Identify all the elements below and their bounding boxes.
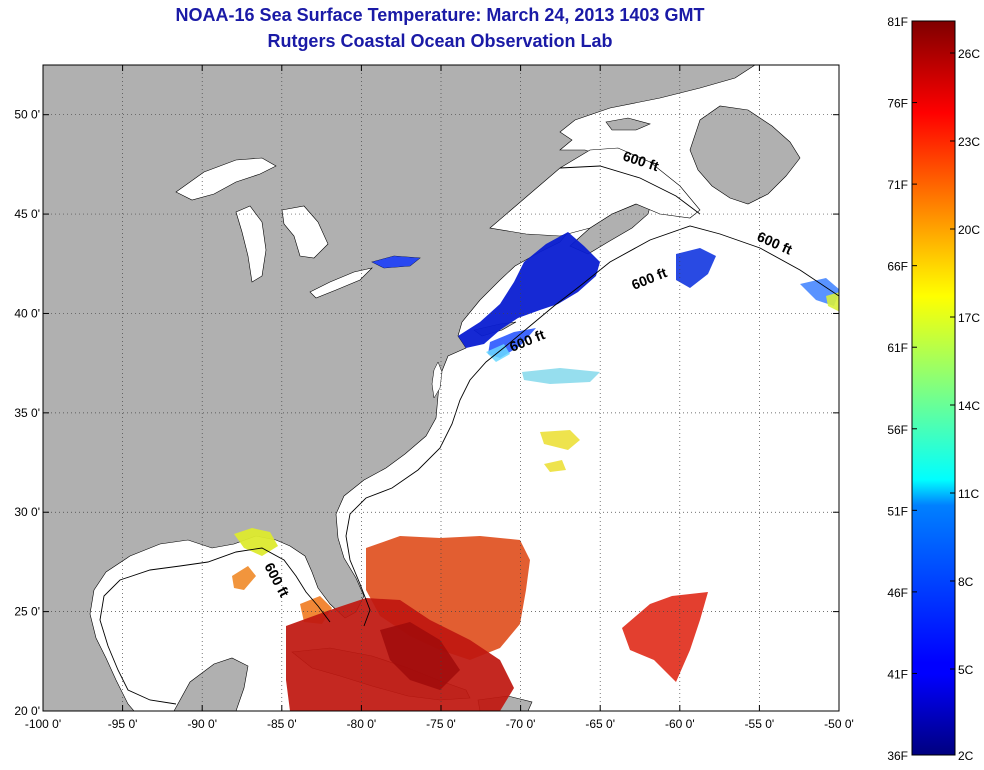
colorbar-c-label: 2C <box>958 749 974 763</box>
colorbar-c-label: 20C <box>958 223 980 237</box>
y-tick-label: 50 0' <box>14 108 40 122</box>
colorbar-gradient <box>911 20 956 756</box>
isobath-atlantic-line <box>345 225 839 627</box>
isobath-600ft <box>99 165 839 705</box>
colorbar-c-label: 8C <box>958 575 974 589</box>
colorbar-f-label: 71F <box>887 178 908 192</box>
y-tick-label: 35 0' <box>14 406 40 420</box>
newfoundland-land <box>689 105 801 205</box>
colorbar-c-label: 17C <box>958 311 980 325</box>
colorbar-c-label: 11C <box>958 487 979 501</box>
sst-gulf-of-maine-cold <box>458 232 600 348</box>
x-tick-label: -60 0' <box>665 717 695 731</box>
chart-title: NOAA-16 Sea Surface Temperature: March 2… <box>175 5 705 25</box>
sst-grand-banks-warm <box>826 292 839 312</box>
sst-offshore-cyan <box>522 368 600 384</box>
inland-water <box>175 147 701 399</box>
colorbar-c-label: 5C <box>958 663 974 677</box>
sst-gulf-loop-yellow <box>234 528 278 556</box>
colorbar-f-label: 66F <box>887 260 908 274</box>
colorbar-f-label: 61F <box>887 341 908 355</box>
x-tick-label: -75 0' <box>426 717 456 731</box>
colorbar-celsius-labels: 26C 23C 20C 17C 14C 11C 8C 5C 2C <box>958 47 980 763</box>
yucatan-land <box>173 657 249 711</box>
sst-east-atlantic-red <box>622 592 708 682</box>
y-tick-label: 45 0' <box>14 207 40 221</box>
colorbar-f-label: 36F <box>887 749 908 763</box>
colorbar-fahrenheit-labels: 81F 76F 71F 66F 61F 56F 51F 46F 41F 36F <box>887 15 908 763</box>
y-tick-label: 20 0' <box>14 704 40 718</box>
colorbar-f-label: 51F <box>887 504 908 518</box>
longitude-axis: -100 0' -95 0' -90 0' -85 0' -80 0' -75 0' -70… <box>25 717 854 731</box>
x-tick-label: -80 0' <box>347 717 377 731</box>
x-tick-label: -70 0' <box>506 717 536 731</box>
x-tick-label: -100 0' <box>25 717 61 731</box>
colorbar-c-label: 14C <box>958 399 980 413</box>
isobath-gulf-st-lawrence <box>559 165 701 215</box>
anticosti-island <box>605 117 651 131</box>
lake-erie <box>309 267 373 299</box>
chesapeake-bay <box>431 361 443 399</box>
isobath-gulf-line <box>99 547 331 705</box>
colorbar-f-label: 56F <box>887 423 908 437</box>
chart-subtitle: Rutgers Coastal Ocean Observation Lab <box>267 31 613 51</box>
lake-huron <box>281 205 329 259</box>
sst-offshore-yellow-1 <box>540 430 580 450</box>
gulf-of-st-lawrence <box>489 147 701 237</box>
sst-bahamas-deep-red <box>380 622 460 690</box>
colorbar-f-label: 46F <box>887 586 908 600</box>
axis-ticks <box>42 65 840 712</box>
sst-lake-ontario <box>372 256 420 268</box>
colorbar-f-label: 81F <box>887 15 908 29</box>
lake-michigan <box>235 205 267 283</box>
x-tick-label: -55 0' <box>745 717 775 731</box>
sst-data-layer <box>232 232 839 711</box>
x-tick-label: -65 0' <box>585 717 615 731</box>
x-tick-label: -90 0' <box>187 717 217 731</box>
colorbar-c-label: 23C <box>958 135 980 149</box>
graticule-grid <box>43 65 839 711</box>
x-tick-label: -95 0' <box>108 717 138 731</box>
y-tick-label: 25 0' <box>14 605 40 619</box>
y-tick-label: 40 0' <box>14 306 40 320</box>
sst-offshore-yellow-2 <box>544 460 566 472</box>
colorbar-f-label: 76F <box>887 97 908 111</box>
colorbar-f-label: 41F <box>887 667 908 681</box>
sst-gulf-orange <box>232 566 256 590</box>
x-tick-label: -50 0' <box>824 717 854 731</box>
lake-superior <box>175 157 277 201</box>
y-tick-label: 30 0' <box>14 505 40 519</box>
x-tick-label: -85 0' <box>267 717 297 731</box>
sst-scotian-shelf <box>676 248 716 288</box>
latitude-axis: 20 0' 25 0' 30 0' 35 0' 40 0' 45 0' 50 0' <box>14 108 40 718</box>
colorbar-ticks <box>912 20 955 756</box>
colorbar-c-label: 26C <box>958 47 980 61</box>
